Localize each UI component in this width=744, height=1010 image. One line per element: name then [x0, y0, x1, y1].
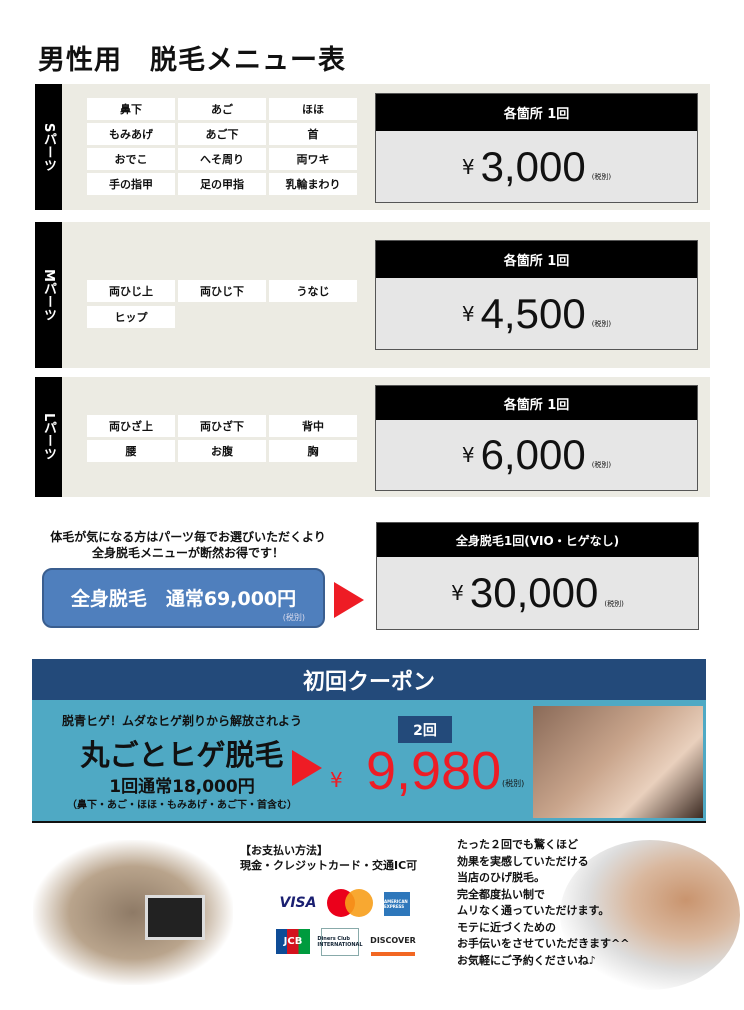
amex-logo: AMERICAN EXPRESS: [384, 892, 410, 916]
part-item: へそ周り: [178, 148, 266, 170]
part-item: 乳輪まわり: [269, 173, 357, 195]
tax-label: (税別): [282, 613, 305, 622]
man-photo: [560, 840, 740, 990]
yen-sign: ¥: [451, 581, 464, 605]
part-item: あご: [178, 98, 266, 120]
price-box: 各箇所 1回 ¥4,500 (税別): [375, 240, 698, 350]
machine-screen: [145, 895, 205, 940]
part-item: 鼻下: [87, 98, 175, 120]
section-label: Sパーツ: [35, 84, 62, 210]
jcb-logo: JCB: [276, 929, 310, 954]
arrow-right-icon: [292, 750, 322, 786]
diners-club-logo: Diners Club INTERNATIONAL: [317, 928, 363, 956]
part-item: 両ひじ上: [87, 280, 175, 302]
message-line: お手伝いをさせていただきます^^: [457, 937, 630, 950]
message-line: お気軽にご予約くださいね♪: [457, 953, 596, 967]
fullbody-note: 体毛が気になる方はパーツ毎でお選びいただくより: [50, 530, 326, 544]
fullbody-note: 全身脱毛メニューが断然お得です！: [91, 546, 284, 560]
yen-sign: ¥: [461, 301, 475, 326]
price: 4,500: [480, 289, 586, 337]
l-parts-panel: Lパーツ 両ひざ上 両ひざ下 背中腰お腹胸 各箇所 1回 ¥6,000 (税別): [35, 377, 710, 497]
part-item: 胸: [269, 440, 357, 462]
coupon-count-badge: 2回: [398, 716, 452, 743]
part-item: ヒップ: [87, 306, 175, 328]
message-line: たった２回でも驚くほど: [457, 838, 578, 851]
price-header: 各箇所 1回: [376, 386, 697, 420]
message-line: モテに近づくための: [457, 920, 556, 934]
yen-sign: ¥: [330, 768, 343, 792]
fullbody-price-box: 全身脱毛1回(VIO・ヒゲなし) ¥30,000 (税別): [376, 522, 699, 630]
coupon-photo: [533, 706, 703, 818]
shop-message: たった２回でも驚くほど 効果を実感していただける 当店のひげ脱毛。 完全都度払い制でム…: [457, 837, 629, 969]
part-item: 腰: [87, 440, 175, 462]
part-item: おでこ: [87, 148, 175, 170]
part-item: お腹: [178, 440, 266, 462]
part-item: 両ひざ上: [87, 415, 175, 437]
discover-logo: DISCOVER: [370, 928, 416, 956]
part-item: うなじ: [269, 280, 357, 302]
part-item: 首: [269, 123, 357, 145]
page-title: 男性用 脱毛メニュー表: [38, 45, 346, 76]
message-line: 効果を実感していただける: [457, 854, 589, 868]
coupon-body: 脱青ヒゲ！ムダなヒゲ剃りから解放されよう 丸ごとヒゲ脱毛 1回通常18,000円…: [32, 700, 706, 823]
yen-sign: ¥: [461, 443, 475, 467]
price-header: 各箇所 1回: [376, 94, 697, 131]
mastercard-logo: [326, 888, 374, 918]
part-item: 背中: [269, 415, 357, 437]
s-parts-panel: Sパーツ 鼻下 あご ほほもみあげ あご下首おでこ へそ周り 両ワキ手の指甲 足の甲指 乳輪ま…: [35, 84, 710, 210]
yen-sign: ¥: [461, 154, 475, 179]
price-box: 各箇所 1回 ¥3,000 (税別): [375, 93, 698, 203]
price-header: 各箇所 1回: [376, 241, 697, 278]
visa-logo: VISA: [279, 895, 317, 911]
coupon-tagline: 脱青ヒゲ！ムダなヒゲ剃りから解放されよう: [61, 714, 302, 728]
coupon-regular: 1回通常18,000円: [109, 777, 255, 797]
tax-label: (税別): [591, 173, 612, 181]
message-line: 完全都度払い制で: [457, 887, 545, 901]
part-item: 両ひじ下: [178, 280, 266, 302]
message-line: ムリなく通っていただけます。: [457, 904, 610, 917]
tax-label: (税別): [604, 600, 624, 608]
price: 30,000: [469, 569, 599, 616]
section-label: Mパーツ: [35, 222, 62, 368]
part-item: 手の指甲: [87, 173, 175, 195]
message-line: 当店のひげ脱毛。: [457, 871, 545, 884]
part-item: もみあげ: [87, 123, 175, 145]
price: 6,000: [480, 431, 586, 478]
section-label: Lパーツ: [35, 377, 62, 497]
price-header: 全身脱毛1回(VIO・ヒゲなし): [377, 523, 698, 557]
arrow-right-icon: [334, 582, 364, 618]
part-item: 両ワキ: [269, 148, 357, 170]
fullbody-regular-price: 全身脱毛 通常69,000円 (税別): [42, 568, 325, 628]
payment-heading: 【お支払い方法】: [240, 844, 328, 857]
part-item: 両ひざ下: [178, 415, 266, 437]
price-box: 各箇所 1回 ¥6,000 (税別): [375, 385, 698, 491]
tax-label: (税別): [591, 461, 612, 469]
coupon-name: 丸ごとヒゲ脱毛: [80, 738, 284, 772]
tax-label: (税別): [502, 779, 525, 788]
coupon-parts: （鼻下・あご・ほほ・もみあげ・あご下・首含む）: [67, 800, 297, 811]
tax-label: (税別): [591, 320, 612, 328]
price: 3,000: [480, 142, 586, 190]
m-parts-panel: Mパーツ 両ひじ上 両ひじ下 うなじヒップ 各箇所 1回 ¥4,500 (税別): [35, 222, 710, 368]
part-item: 足の甲指: [178, 173, 266, 195]
part-item: あご下: [178, 123, 266, 145]
coupon-header: 初回クーポン: [32, 659, 706, 700]
machine-photo: [33, 840, 233, 985]
payment-methods: 現金・クレジットカード・交通IC可: [240, 859, 418, 872]
regular-price-text: 全身脱毛 通常69,000円: [70, 588, 297, 610]
coupon-price: 9,980: [366, 741, 502, 801]
part-item: ほほ: [269, 98, 357, 120]
